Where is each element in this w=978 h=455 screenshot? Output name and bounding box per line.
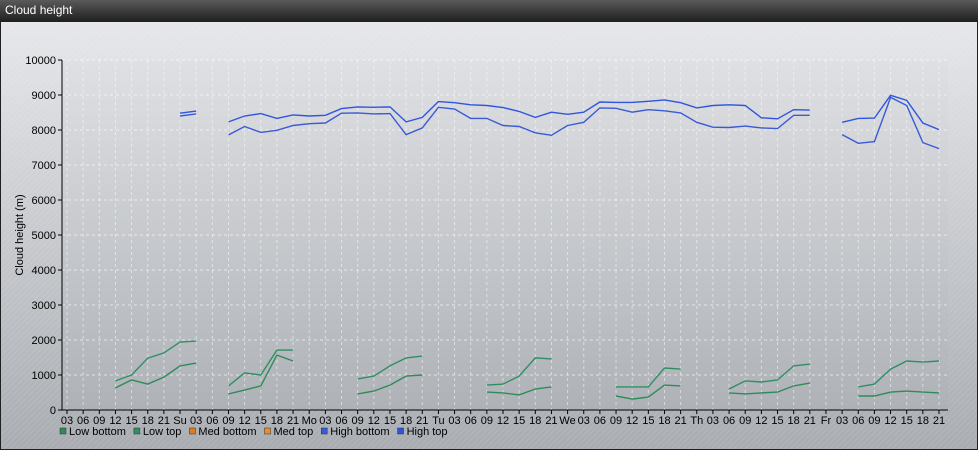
x-tick-label: 06 — [335, 415, 347, 427]
y-tick-label: 10000 — [25, 55, 56, 67]
x-tick-label: 03 — [448, 415, 460, 427]
x-tick-label: 12 — [368, 415, 380, 427]
series-line — [179, 94, 940, 131]
x-tick-label: 09 — [739, 415, 751, 427]
x-tick-label: Fr — [821, 415, 832, 427]
x-tick-label: 18 — [788, 415, 800, 427]
series-line — [179, 96, 940, 150]
x-tick-label: We — [559, 415, 575, 427]
x-tick-label: 06 — [852, 415, 864, 427]
x-tick-label: 12 — [755, 415, 767, 427]
title-bar — [0, 0, 978, 22]
x-tick-label: 21 — [545, 415, 557, 427]
x-tick-label: 18 — [658, 415, 670, 427]
y-tick-label: 2000 — [32, 335, 56, 347]
x-tick-label: 18 — [917, 415, 929, 427]
x-tick-label: 09 — [222, 415, 234, 427]
x-tick-label: 21 — [675, 415, 687, 427]
y-axis-label: Cloud height (m) — [14, 194, 26, 275]
x-tick-label: 15 — [384, 415, 396, 427]
x-tick-label: 18 — [142, 415, 154, 427]
y-tick-label: 1000 — [32, 370, 56, 382]
y-tick-label: 3000 — [32, 300, 56, 312]
x-tick-label: 12 — [884, 415, 896, 427]
x-tick-label: 03 — [578, 415, 590, 427]
x-tick-label: 15 — [255, 415, 267, 427]
y-tick-label: 8000 — [32, 125, 56, 137]
x-tick-label: 15 — [901, 415, 913, 427]
x-tick-label: 18 — [529, 415, 541, 427]
legend-swatch — [133, 427, 141, 435]
legend-swatch — [189, 427, 196, 435]
y-tick-label: 4000 — [32, 265, 56, 277]
legend-label: Low top — [143, 426, 182, 438]
x-tick-label: 12 — [497, 415, 509, 427]
x-tick-label: 15 — [642, 415, 654, 427]
legend-label: Med bottom — [198, 426, 256, 438]
legend-swatch — [397, 427, 404, 435]
legend-label: Low bottom — [69, 426, 126, 438]
window-title: Cloud height — [5, 3, 73, 17]
legend-label: High top — [407, 426, 448, 438]
series-line — [115, 340, 940, 390]
x-tick-label: 15 — [125, 415, 137, 427]
x-tick-label: Mo — [302, 415, 317, 427]
x-tick-label: 12 — [239, 415, 251, 427]
x-tick-label: 09 — [352, 415, 364, 427]
x-tick-label: 03 — [836, 415, 848, 427]
x-tick-label: 18 — [271, 415, 283, 427]
x-tick-label: 06 — [594, 415, 606, 427]
x-tick-label: 09 — [868, 415, 880, 427]
x-tick-label: 06 — [206, 415, 218, 427]
legend-label: Med top — [274, 426, 314, 438]
y-tick-label: 9000 — [32, 90, 56, 102]
x-tick-label: 15 — [513, 415, 525, 427]
x-tick-label: 12 — [626, 415, 638, 427]
y-tick-label: 7000 — [32, 160, 56, 172]
x-tick-label: Th — [690, 415, 703, 427]
legend-swatch — [321, 427, 328, 435]
series-line — [115, 354, 940, 400]
x-tick-label: 06 — [723, 415, 735, 427]
x-tick-label: 21 — [804, 415, 816, 427]
y-tick-label: 0 — [50, 405, 56, 417]
x-tick-label: Tu — [432, 415, 444, 427]
x-tick-label: 21 — [287, 415, 299, 427]
x-tick-label: 18 — [400, 415, 412, 427]
x-tick-label: 09 — [93, 415, 105, 427]
x-tick-label: 21 — [933, 415, 945, 427]
y-tick-label: 6000 — [32, 195, 56, 207]
x-tick-label: 09 — [610, 415, 622, 427]
x-tick-label: 03 — [707, 415, 719, 427]
y-tick-label: 5000 — [32, 230, 56, 242]
x-tick-label: 21 — [158, 415, 170, 427]
legend-swatch — [264, 427, 271, 435]
x-tick-label: 21 — [416, 415, 428, 427]
legend-swatch — [59, 427, 67, 435]
x-tick-label: 09 — [481, 415, 493, 427]
x-tick-label: 15 — [771, 415, 783, 427]
legend-label: High bottom — [330, 426, 389, 438]
x-tick-label: 06 — [77, 415, 89, 427]
x-tick-label: 03 — [190, 415, 202, 427]
x-tick-label: 03 — [319, 415, 331, 427]
x-tick-label: 12 — [109, 415, 121, 427]
x-tick-label: 06 — [465, 415, 477, 427]
x-tick-label: 03 — [61, 415, 73, 427]
x-tick-label: Su — [173, 415, 186, 427]
